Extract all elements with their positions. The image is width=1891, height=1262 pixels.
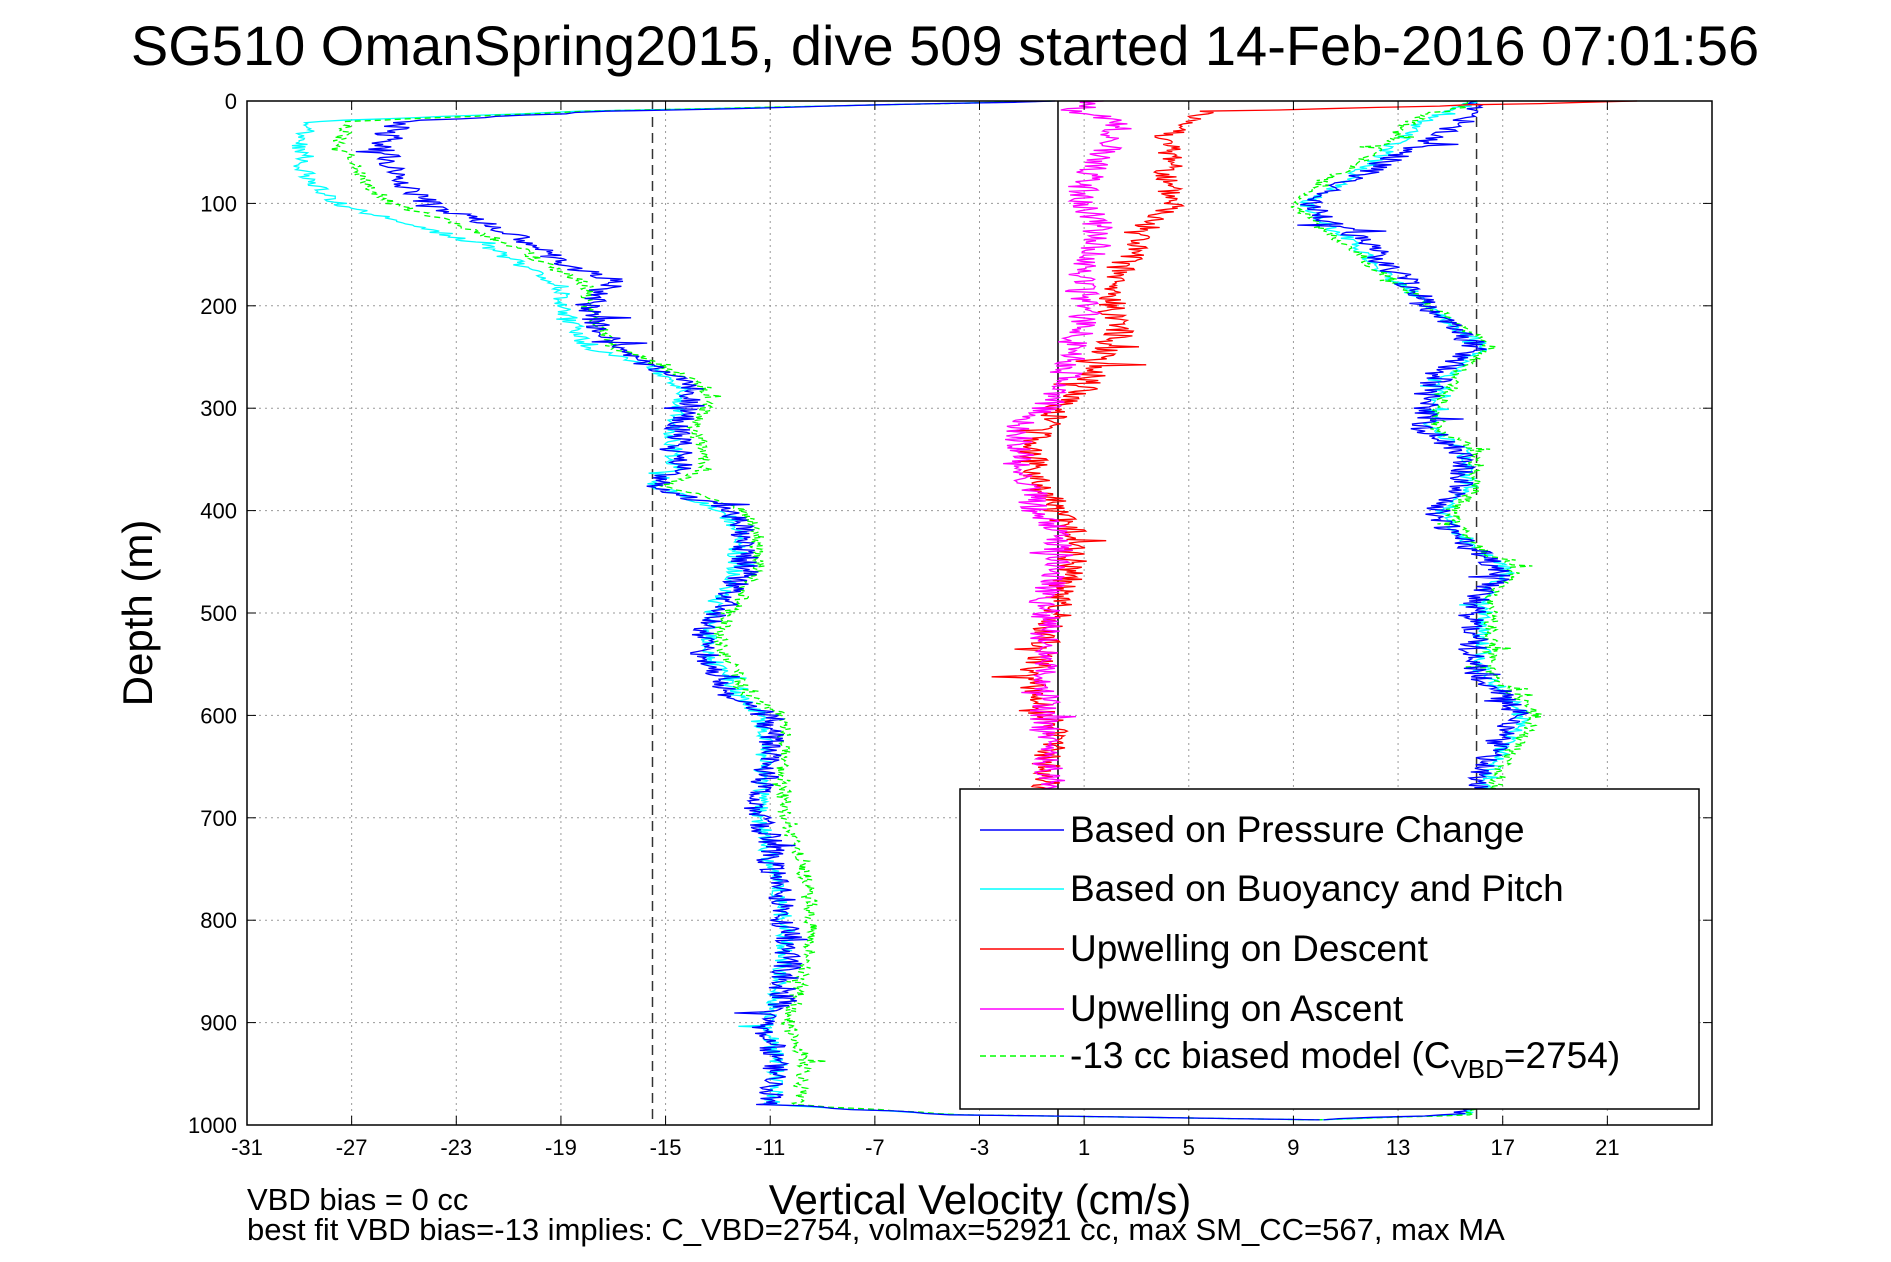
vbd-bias-note: VBD bias = 0 cc bbox=[247, 1182, 468, 1217]
chart-title: SG510 OmanSpring2015, dive 509 started 1… bbox=[131, 14, 1759, 77]
x-tick-label: 5 bbox=[1183, 1135, 1195, 1160]
x-axis-ticks: -31 -27 -23 -19 -15 -11 -7 -3 1 5 9 13 17 21 bbox=[231, 101, 1620, 1160]
x-tick-label: -31 bbox=[231, 1135, 263, 1160]
x-tick-label: -23 bbox=[440, 1135, 472, 1160]
y-tick-label: 900 bbox=[200, 1011, 237, 1036]
x-tick-label: 17 bbox=[1490, 1135, 1514, 1160]
best-fit-note: best fit VBD bias=-13 implies: C_VBD=275… bbox=[247, 1212, 1505, 1247]
y-tick-label: 100 bbox=[200, 191, 237, 216]
x-tick-label: -19 bbox=[545, 1135, 577, 1160]
x-tick-label: 9 bbox=[1287, 1135, 1299, 1160]
series-line-2 bbox=[991, 100, 1638, 798]
y-axis-label: Depth (m) bbox=[114, 520, 161, 707]
legend-label-3: Upwelling on Ascent bbox=[1070, 988, 1404, 1029]
y-tick-label: 600 bbox=[200, 703, 237, 728]
series-line-1-descent bbox=[291, 100, 1320, 1121]
y-tick-label: 300 bbox=[200, 396, 237, 421]
y-tick-label: 500 bbox=[200, 601, 237, 626]
x-axis-label: Vertical Velocity (cm/s) bbox=[769, 1176, 1191, 1223]
x-tick-label: 13 bbox=[1386, 1135, 1410, 1160]
y-tick-label: 200 bbox=[200, 294, 237, 319]
series-line-0-descent bbox=[355, 100, 1320, 1121]
legend-label-1: Based on Buoyancy and Pitch bbox=[1070, 868, 1564, 909]
series-line-3 bbox=[1003, 100, 1132, 798]
y-axis-ticks: 0 100 200 300 400 500 600 700 800 900 1000 bbox=[188, 89, 1712, 1138]
x-tick-label: 21 bbox=[1595, 1135, 1619, 1160]
y-tick-label: 700 bbox=[200, 806, 237, 831]
legend-label-4: -13 cc biased model (CVBD=2754) bbox=[1070, 1035, 1620, 1084]
x-tick-label: -15 bbox=[650, 1135, 682, 1160]
legend-label-2: Upwelling on Descent bbox=[1070, 928, 1429, 969]
x-tick-label: -11 bbox=[755, 1135, 785, 1160]
legend-box bbox=[959, 788, 1700, 1110]
x-tick-label: 1 bbox=[1078, 1135, 1090, 1160]
y-tick-label: 400 bbox=[200, 499, 237, 524]
y-tick-label: 1000 bbox=[188, 1113, 237, 1138]
y-tick-label: 800 bbox=[200, 908, 237, 933]
x-tick-label: -27 bbox=[336, 1135, 368, 1160]
x-tick-label: -3 bbox=[970, 1135, 990, 1160]
y-tick-label: 0 bbox=[225, 89, 237, 114]
x-tick-label: -7 bbox=[865, 1135, 885, 1160]
legend: Based on Pressure Change Based on Buoyanc… bbox=[959, 788, 1700, 1110]
legend-label-0: Based on Pressure Change bbox=[1070, 809, 1525, 850]
